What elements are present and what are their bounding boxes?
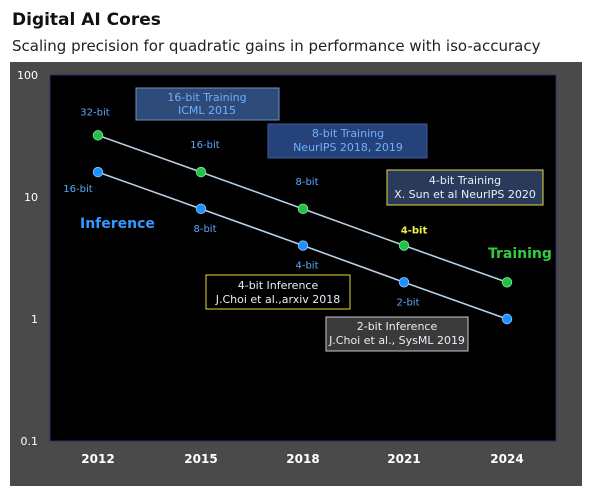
annotation-line: NeurIPS 2018, 2019 [293, 141, 403, 154]
series-label-training: Training [488, 246, 552, 262]
y-tick-label: 100 [17, 69, 38, 82]
page-title: Digital AI Cores [12, 10, 161, 30]
annotation-line: 2-bit Inference [357, 320, 438, 333]
annotation-8bit-training: 8-bit Training NeurIPS 2018, 2019 [267, 123, 428, 159]
point-label: 32-bit [80, 107, 109, 118]
data-point-training [501, 277, 513, 288]
annotation-4bit-inference: 4-bit Inference J.Choi et al.,arxiv 2018 [205, 274, 351, 310]
annotation-line: J.Choi et al., SysML 2019 [328, 334, 465, 347]
data-point-training [195, 166, 207, 178]
point-label: 2-bit [396, 297, 419, 308]
x-tick-label: 2021 [387, 452, 420, 466]
point-label: 16-bit [190, 140, 219, 151]
annotation-16bit-training: 16-bit Training ICML 2015 [135, 87, 280, 121]
point-label: 8-bit [193, 224, 216, 235]
annotation-line: 16-bit Training [167, 91, 246, 104]
annotation-2bit-inference: 2-bit Inference J.Choi et al., SysML 201… [325, 316, 469, 352]
point-label: 8-bit [295, 177, 318, 188]
annotation-line: 4-bit Inference [238, 279, 319, 292]
annotation-4bit-training: 4-bit Training X. Sun et al NeurIPS 2020 [386, 169, 544, 206]
data-point-inference [297, 240, 309, 251]
data-point-inference [398, 277, 410, 288]
x-tick-label: 2015 [184, 452, 217, 466]
point-label: 16-bit [63, 184, 92, 195]
data-point-inference [195, 203, 207, 215]
x-tick-label: 2024 [490, 452, 523, 466]
annotation-line: 8-bit Training [312, 127, 384, 140]
y-tick-label: 10 [24, 191, 38, 204]
point-label: 4-bit [401, 226, 428, 237]
data-point-inference [501, 313, 513, 325]
chart: 100 10 1 0.1 2012 2015 2018 2021 2024 32-bit 16-… [17, 69, 557, 466]
y-tick-label: 1 [31, 313, 38, 326]
annotation-line: X. Sun et al NeurIPS 2020 [394, 188, 536, 201]
data-point-training [297, 203, 309, 215]
series-label-inference: Inference [80, 216, 155, 232]
x-tick-label: 2012 [81, 452, 114, 466]
y-tick-label: 0.1 [21, 435, 39, 448]
annotation-line: 4-bit Training [429, 174, 501, 187]
page-subtitle: Scaling precision for quadratic gains in… [12, 37, 541, 55]
annotation-line: J.Choi et al.,arxiv 2018 [215, 293, 341, 306]
point-label: 4-bit [295, 261, 318, 272]
data-point-training [92, 130, 104, 141]
data-point-inference [92, 166, 104, 178]
data-point-training [398, 240, 410, 251]
annotation-line: ICML 2015 [178, 104, 236, 117]
x-tick-label: 2018 [286, 452, 319, 466]
